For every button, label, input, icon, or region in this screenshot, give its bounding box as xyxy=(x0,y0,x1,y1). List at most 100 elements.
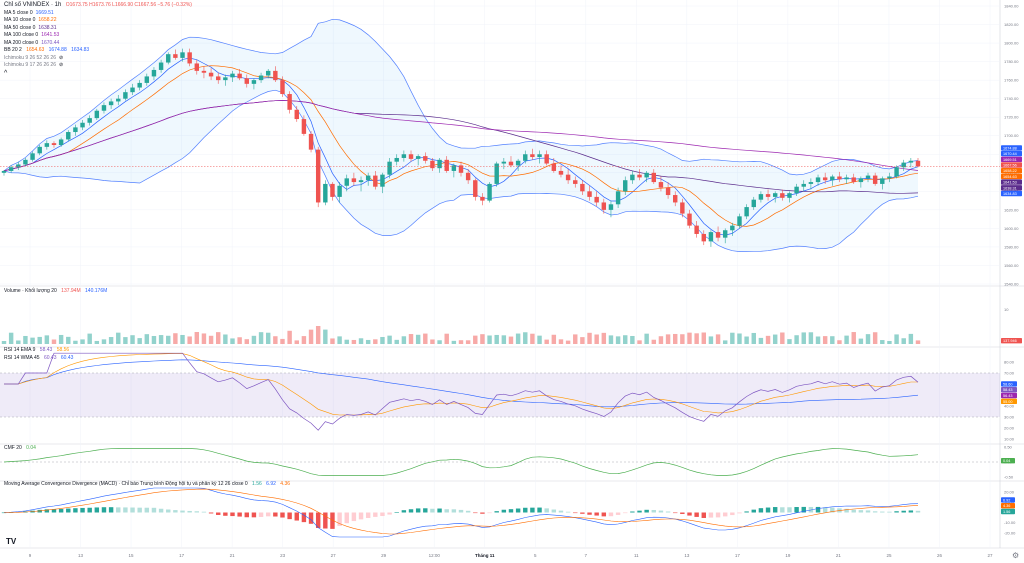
gear-icon[interactable]: ⚙ xyxy=(1012,551,1020,560)
candle-body xyxy=(187,52,192,64)
candle-body xyxy=(565,174,571,181)
macd-histogram-bar xyxy=(623,512,628,514)
candle xyxy=(687,209,692,229)
volume-bar xyxy=(94,340,100,344)
volume-bar xyxy=(30,337,35,344)
hidden-eye-icon[interactable]: ⊘ xyxy=(58,54,64,61)
volume-bar xyxy=(722,340,728,344)
volume-tick-label: 10 xyxy=(1004,307,1009,312)
candle-body xyxy=(815,177,821,183)
volume-bar xyxy=(594,334,599,344)
candle xyxy=(180,48,185,62)
macd-histogram-bar xyxy=(458,509,464,513)
price-tick-label: 1620.00 xyxy=(1004,207,1019,212)
tradingview-logo[interactable]: TV xyxy=(6,537,17,546)
candle-body xyxy=(708,232,714,242)
bb-legend-row[interactable]: BB 20 2 1654.63 1674.88 1634.83 xyxy=(4,47,195,55)
macd-histogram-bar xyxy=(558,510,564,513)
volume-bar xyxy=(87,333,92,344)
rsi-tag-label: 58.60 xyxy=(1003,382,1013,386)
candle xyxy=(16,161,21,171)
study-row[interactable]: MA 50 close 0 1638.31 xyxy=(4,25,195,33)
volume-bar xyxy=(244,339,249,344)
candle-body xyxy=(630,174,635,181)
candle xyxy=(323,180,328,206)
macd-histogram-bar xyxy=(244,512,249,518)
volume-bar xyxy=(308,329,314,344)
volume-bar xyxy=(487,335,492,344)
symbol-title[interactable]: Chỉ số VNINDEX · 1h xyxy=(4,2,62,8)
macd-histogram-bar xyxy=(401,510,407,513)
candle xyxy=(851,173,856,184)
rsi-tag xyxy=(1001,398,1017,404)
macd-histogram-bar xyxy=(772,507,778,513)
time-axis-label: 23 xyxy=(280,553,286,558)
rsi-tick-label: 40.00 xyxy=(1004,404,1015,409)
volume-bar xyxy=(858,338,864,344)
macd-histogram-bar xyxy=(844,508,849,513)
study-row[interactable]: MA 100 close 0 1641.53 xyxy=(4,32,195,40)
price-tick-label: 1800.00 xyxy=(1004,41,1019,46)
volume-bar xyxy=(887,340,892,344)
macd-histogram-bar xyxy=(80,507,85,513)
candle xyxy=(565,169,571,184)
candle xyxy=(458,161,464,177)
macd-histogram-bar xyxy=(758,508,764,513)
volume-bar xyxy=(351,339,357,344)
volume-bar xyxy=(915,340,921,344)
candle xyxy=(480,193,485,206)
candle-body xyxy=(722,230,728,238)
study-row[interactable]: MA 10 close 0 1658.22 xyxy=(4,17,195,25)
macd-histogram-bar xyxy=(858,510,864,513)
macd-histogram-bar xyxy=(744,511,749,513)
volume-bar xyxy=(673,333,678,344)
ichimoku-legend-row-1[interactable]: Ichimoku 9 26 52 26 26 ⊘ xyxy=(4,55,195,63)
candle-body xyxy=(166,54,171,63)
volume-bar xyxy=(287,330,292,344)
candle-body xyxy=(16,164,21,168)
price-tick-label: 1600.00 xyxy=(1004,226,1019,231)
candle xyxy=(658,176,664,192)
candle-body xyxy=(830,176,835,181)
volume-bar xyxy=(144,334,150,344)
volume-bar xyxy=(73,340,78,344)
candle-body xyxy=(751,199,756,208)
macd-histogram-bar xyxy=(673,512,678,514)
volume-bar xyxy=(265,332,271,344)
volume-bar xyxy=(116,332,121,344)
macd-histogram-bar xyxy=(544,508,549,513)
macd-histogram-bar xyxy=(680,512,685,514)
study-row[interactable]: MA 5 close 0 1669.51 xyxy=(4,10,195,18)
macd-histogram-bar xyxy=(273,512,278,517)
macd-histogram-bar xyxy=(687,512,692,516)
macd-histogram-bar xyxy=(365,512,371,518)
macd-histogram-bar xyxy=(487,512,492,514)
candle xyxy=(151,67,157,81)
volume-bar xyxy=(558,339,564,344)
macd-histogram-bar xyxy=(194,511,200,513)
rsi-tick-label: 80.00 xyxy=(1004,360,1015,365)
candle xyxy=(337,182,342,203)
candle xyxy=(216,72,221,84)
time-axis-label: 25 xyxy=(886,553,892,558)
macd-histogram-bar xyxy=(565,511,571,513)
macd-histogram-bar xyxy=(265,512,271,517)
macd-histogram-bar xyxy=(187,510,192,513)
study-value: 1669.51 xyxy=(35,9,54,16)
candle-body xyxy=(401,154,407,158)
collapse-legend-icon[interactable]: ^ xyxy=(4,69,8,77)
candle-body xyxy=(216,76,221,81)
study-row[interactable]: MA 200 close 0 1670.44 xyxy=(4,40,195,48)
hidden-eye-icon[interactable]: ⊘ xyxy=(58,62,64,68)
rsi-tag-label: 56.43 xyxy=(1003,394,1013,398)
volume-bar xyxy=(694,333,699,344)
candle-body xyxy=(858,178,864,183)
ichimoku-legend-row-2[interactable]: Ichimoku 9 17 26 26 26 ⊘ xyxy=(4,62,195,70)
candle-body xyxy=(701,233,706,242)
rsi-title-2: RSI 14 WMA 45 xyxy=(4,354,40,361)
candle xyxy=(30,151,35,162)
volume-bar xyxy=(715,334,721,344)
macd-histogram-bar xyxy=(822,507,828,513)
rsi-value-1b: 58.56 xyxy=(56,347,70,353)
